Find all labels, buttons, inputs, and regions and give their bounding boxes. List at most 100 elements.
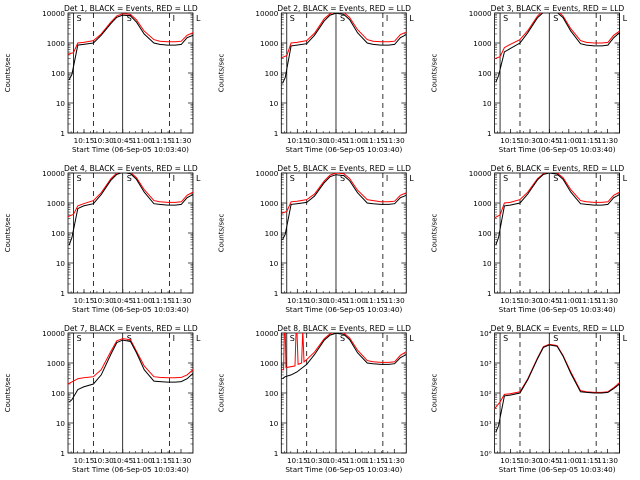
period-label: I	[386, 14, 388, 23]
series-events-black	[495, 173, 620, 246]
x-tick-label: 10:30	[93, 456, 114, 465]
x-tick-label: 11:15	[578, 136, 599, 145]
x-tick-label: 11:30	[171, 456, 192, 465]
period-markers	[286, 13, 407, 133]
y-tick-label: 1000	[473, 39, 492, 48]
y-tick-label: 1000	[47, 39, 66, 48]
y-tick-label: 10	[482, 99, 492, 108]
series-events-black	[282, 13, 407, 84]
x-tick-label: 11:00	[558, 456, 579, 465]
x-tick-label: 10:15	[500, 136, 521, 145]
series-events-black	[68, 339, 193, 403]
x-tick-label: 10:45	[112, 136, 133, 145]
y-tick-label: 10000	[42, 329, 65, 338]
x-tick-label: 10:30	[306, 296, 327, 305]
plot-frame	[280, 12, 407, 134]
x-tick-label: 10:15	[74, 296, 95, 305]
x-tick-label: 11:15	[365, 456, 386, 465]
y-axis-label: Counts/sec	[217, 374, 225, 413]
x-tick-label: 10:30	[93, 136, 114, 145]
x-tick-label: 10:30	[93, 296, 114, 305]
period-label: S	[76, 14, 81, 23]
x-axis-label: Start Time (06-Sep-05 10:03:40)	[499, 305, 616, 314]
period-label: L	[196, 14, 201, 23]
period-label: S	[503, 174, 508, 183]
y-tick-label: 1	[274, 449, 279, 458]
series-group	[281, 333, 407, 380]
period-label: L	[196, 334, 201, 343]
y-tick-label: 1	[274, 129, 279, 138]
period-label: L	[623, 334, 628, 343]
period-label: L	[196, 174, 201, 183]
x-axis-label: Start Time (06-Sep-05 10:03:40)	[285, 305, 402, 314]
y-tick-label: 10⁰	[480, 449, 492, 458]
x-tick-label: 10:15	[500, 456, 521, 465]
period-label: S	[503, 14, 508, 23]
y-tick-label: 1000	[260, 199, 279, 208]
chart-title: Det 7, BLACK = Events, RED = LLD	[64, 324, 198, 333]
period-label: S	[290, 334, 295, 343]
y-tick-label: 1	[60, 129, 65, 138]
x-tick-label: 10:45	[326, 456, 347, 465]
y-axis-label: Counts/sec	[431, 374, 439, 413]
x-tick-label: 10:15	[287, 296, 308, 305]
y-tick-label: 100	[51, 389, 65, 398]
chart-panel-det-9: Det 9, BLACK = Events, RED = LLD 10⁰ 10¹ 10…	[431, 324, 628, 474]
x-tick-label: 11:00	[132, 136, 153, 145]
x-axis-label: Start Time (06-Sep-05 10:03:40)	[72, 305, 189, 314]
period-label: I	[599, 334, 601, 343]
period-label: S	[340, 334, 345, 343]
chart-title: Det 6, BLACK = Events, RED = LLD	[491, 164, 625, 173]
chart-title: Det 4, BLACK = Events, RED = LLD	[64, 164, 198, 173]
x-tick-label: 10:45	[539, 296, 560, 305]
plot-frame	[67, 332, 194, 454]
x-tick-label: 11:00	[558, 296, 579, 305]
y-tick-label: 1	[487, 289, 492, 298]
x-tick-label: 11:30	[597, 296, 618, 305]
x-axis-label: Start Time (06-Sep-05 10:03:40)	[72, 465, 189, 474]
y-tick-label: 1	[487, 129, 492, 138]
x-tick-label: 11:15	[365, 136, 386, 145]
chart-title: Det 1, BLACK = Events, RED = LLD	[64, 4, 198, 13]
series-events-black	[68, 173, 193, 246]
period-label: I	[599, 174, 601, 183]
period-markers	[73, 333, 193, 453]
y-axis-label: Counts/sec	[217, 54, 225, 93]
period-label: L	[409, 14, 414, 23]
y-axis-label: Counts/sec	[431, 54, 439, 93]
chart-title: Det 2, BLACK = Events, RED = LLD	[277, 4, 411, 13]
y-axis-label: Counts/sec	[431, 214, 439, 253]
period-label: I	[599, 14, 601, 23]
x-tick-label: 11:30	[171, 296, 192, 305]
series-lld-red	[68, 173, 193, 218]
y-tick-label: 1000	[47, 359, 66, 368]
chart-panel-det-1: Det 1, BLACK = Events, RED = LLD 1 10 100 10…	[4, 4, 201, 154]
chart-panel-det-4: Det 4, BLACK = Events, RED = LLD 1 10 100 10…	[4, 164, 201, 314]
x-tick-label: 10:15	[287, 136, 308, 145]
y-tick-label: 10000	[255, 9, 278, 18]
period-label: S	[340, 14, 345, 23]
x-tick-label: 11:15	[365, 296, 386, 305]
y-tick-label: 1000	[473, 199, 492, 208]
x-tick-label: 10:30	[520, 296, 541, 305]
period-markers	[499, 13, 620, 133]
x-tick-label: 10:15	[74, 136, 95, 145]
chart-panel-det-2: Det 2, BLACK = Events, RED = LLD 1 10 100 10…	[217, 4, 414, 154]
series-group	[281, 13, 407, 84]
series-group	[494, 173, 620, 246]
period-markers	[73, 173, 193, 293]
period-label: S	[553, 334, 558, 343]
y-tick-label: 10000	[255, 329, 278, 338]
series-group	[494, 343, 620, 433]
series-group	[281, 173, 407, 240]
x-tick-label: 11:15	[578, 296, 599, 305]
y-tick-label: 1000	[260, 359, 279, 368]
chart-panel-det-7: Det 7, BLACK = Events, RED = LLD 1 10 100 10…	[4, 324, 201, 474]
x-tick-label: 10:30	[520, 456, 541, 465]
series-lld-red	[494, 13, 620, 60]
period-label: S	[340, 174, 345, 183]
x-tick-label: 10:45	[539, 456, 560, 465]
period-markers	[286, 333, 407, 453]
y-tick-label: 10	[269, 99, 279, 108]
